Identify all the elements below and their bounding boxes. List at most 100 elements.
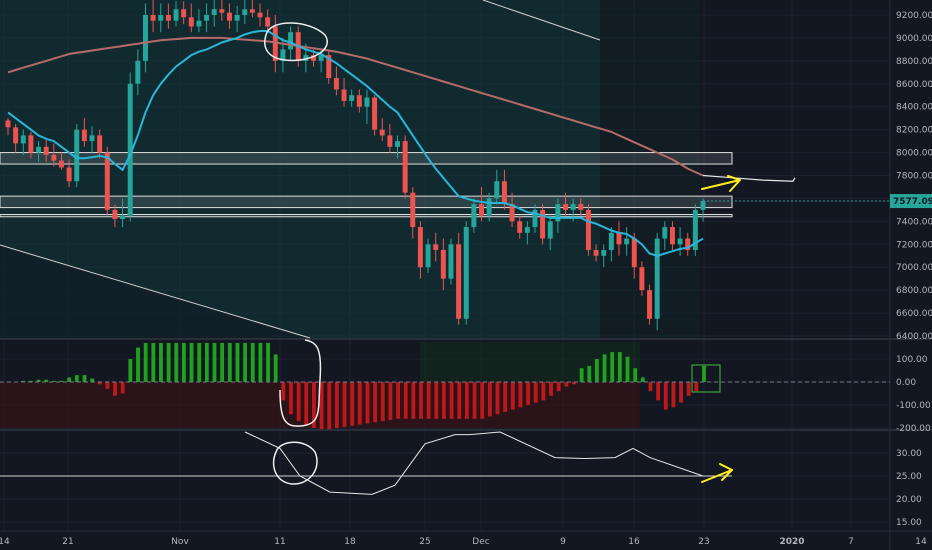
candle-body bbox=[326, 55, 332, 79]
candle-body bbox=[81, 129, 87, 142]
candle-body bbox=[479, 204, 484, 216]
histogram-bar bbox=[419, 382, 423, 419]
histogram-bar bbox=[495, 382, 500, 415]
candle bbox=[677, 227, 683, 256]
histogram-bar bbox=[679, 382, 683, 403]
x-tick-label: Nov bbox=[171, 537, 189, 547]
candle bbox=[5, 118, 11, 136]
histogram-bar bbox=[518, 382, 523, 408]
trendlines bbox=[0, 0, 890, 339]
candle bbox=[700, 198, 706, 222]
candle-body bbox=[127, 83, 133, 216]
histogram-bar bbox=[334, 382, 339, 428]
candle bbox=[135, 49, 141, 96]
candle-body bbox=[585, 209, 591, 251]
y-tick-label: 6600.00 bbox=[896, 309, 932, 319]
histogram-bar bbox=[82, 375, 87, 382]
candle bbox=[51, 143, 57, 167]
candle-body bbox=[677, 238, 683, 245]
candle bbox=[555, 198, 561, 233]
candle-body bbox=[204, 15, 210, 21]
histogram-bar bbox=[304, 382, 309, 426]
candle-body bbox=[509, 204, 515, 222]
y-tick-label: 8000.00 bbox=[896, 149, 932, 159]
candle-body bbox=[433, 244, 439, 251]
histogram-bar bbox=[212, 342, 217, 382]
histogram-bar bbox=[189, 342, 194, 382]
candle-body bbox=[20, 135, 26, 144]
histogram-bar bbox=[388, 382, 393, 420]
candle-body bbox=[417, 227, 423, 268]
histogram-bar bbox=[243, 342, 248, 382]
horizontal-zones bbox=[0, 152, 733, 218]
y-tick-label: 25.00 bbox=[896, 472, 922, 482]
candle-body bbox=[540, 209, 546, 239]
y-tick-label: 9000.00 bbox=[896, 34, 932, 44]
candle bbox=[517, 215, 523, 239]
candle-body bbox=[227, 12, 232, 21]
candle bbox=[540, 204, 546, 245]
histogram-bar bbox=[273, 354, 278, 382]
candle-body bbox=[89, 135, 95, 142]
histogram-bar bbox=[396, 382, 400, 419]
histogram-bar bbox=[587, 365, 592, 382]
candle-body bbox=[249, 9, 255, 13]
candle-body bbox=[654, 238, 660, 319]
moving-average-lines bbox=[7, 30, 796, 257]
candle-body bbox=[410, 192, 416, 228]
candle bbox=[227, 3, 232, 29]
candle-body bbox=[112, 209, 118, 220]
candle-body bbox=[5, 120, 11, 128]
candle bbox=[28, 131, 34, 159]
candle-body bbox=[97, 135, 103, 153]
candle-body bbox=[524, 227, 530, 233]
histogram-bar bbox=[174, 342, 179, 382]
candle-body bbox=[242, 9, 248, 15]
histogram-bar bbox=[29, 380, 33, 382]
candle-body bbox=[364, 97, 370, 107]
yellow-arrow-annotation bbox=[701, 175, 741, 192]
candle-body bbox=[318, 55, 324, 61]
candle bbox=[257, 3, 263, 27]
candle-body bbox=[51, 154, 57, 161]
candle-body bbox=[219, 9, 225, 13]
histogram-bar bbox=[204, 342, 209, 382]
candle-body bbox=[356, 95, 362, 107]
candle bbox=[402, 135, 408, 199]
candle bbox=[97, 129, 103, 159]
histogram-bar bbox=[350, 382, 355, 426]
candle-body bbox=[13, 127, 19, 144]
candle bbox=[417, 221, 423, 279]
candle-body bbox=[631, 238, 637, 268]
y-tick-label: 7400.00 bbox=[896, 217, 932, 227]
candle-body bbox=[456, 244, 462, 319]
candle bbox=[120, 198, 126, 228]
candle-body bbox=[486, 198, 492, 216]
histogram-bar bbox=[602, 354, 607, 382]
histogram-bar bbox=[411, 382, 416, 419]
x-tick-label: 14 bbox=[915, 537, 927, 547]
y-tick-label: 6800.00 bbox=[896, 286, 932, 296]
histogram-bar bbox=[74, 375, 79, 382]
x-tick-label: Dec bbox=[472, 537, 489, 547]
candle-body bbox=[181, 9, 187, 18]
histogram-bar bbox=[617, 352, 622, 382]
zone-rectangle bbox=[0, 195, 733, 209]
candle bbox=[211, 0, 217, 27]
histogram-bar bbox=[151, 342, 156, 382]
candle-body bbox=[532, 209, 538, 228]
candle bbox=[524, 221, 530, 245]
candle-body bbox=[120, 215, 126, 220]
candle-body bbox=[448, 244, 454, 279]
candle bbox=[425, 238, 431, 273]
candle bbox=[204, 3, 210, 33]
histogram-bar bbox=[143, 342, 148, 382]
candle bbox=[36, 141, 42, 162]
candlestick-series bbox=[5, 0, 706, 331]
histogram-bar bbox=[281, 382, 286, 401]
descending-trendline bbox=[482, 0, 601, 41]
candle-body bbox=[624, 238, 630, 245]
candle bbox=[563, 192, 569, 216]
